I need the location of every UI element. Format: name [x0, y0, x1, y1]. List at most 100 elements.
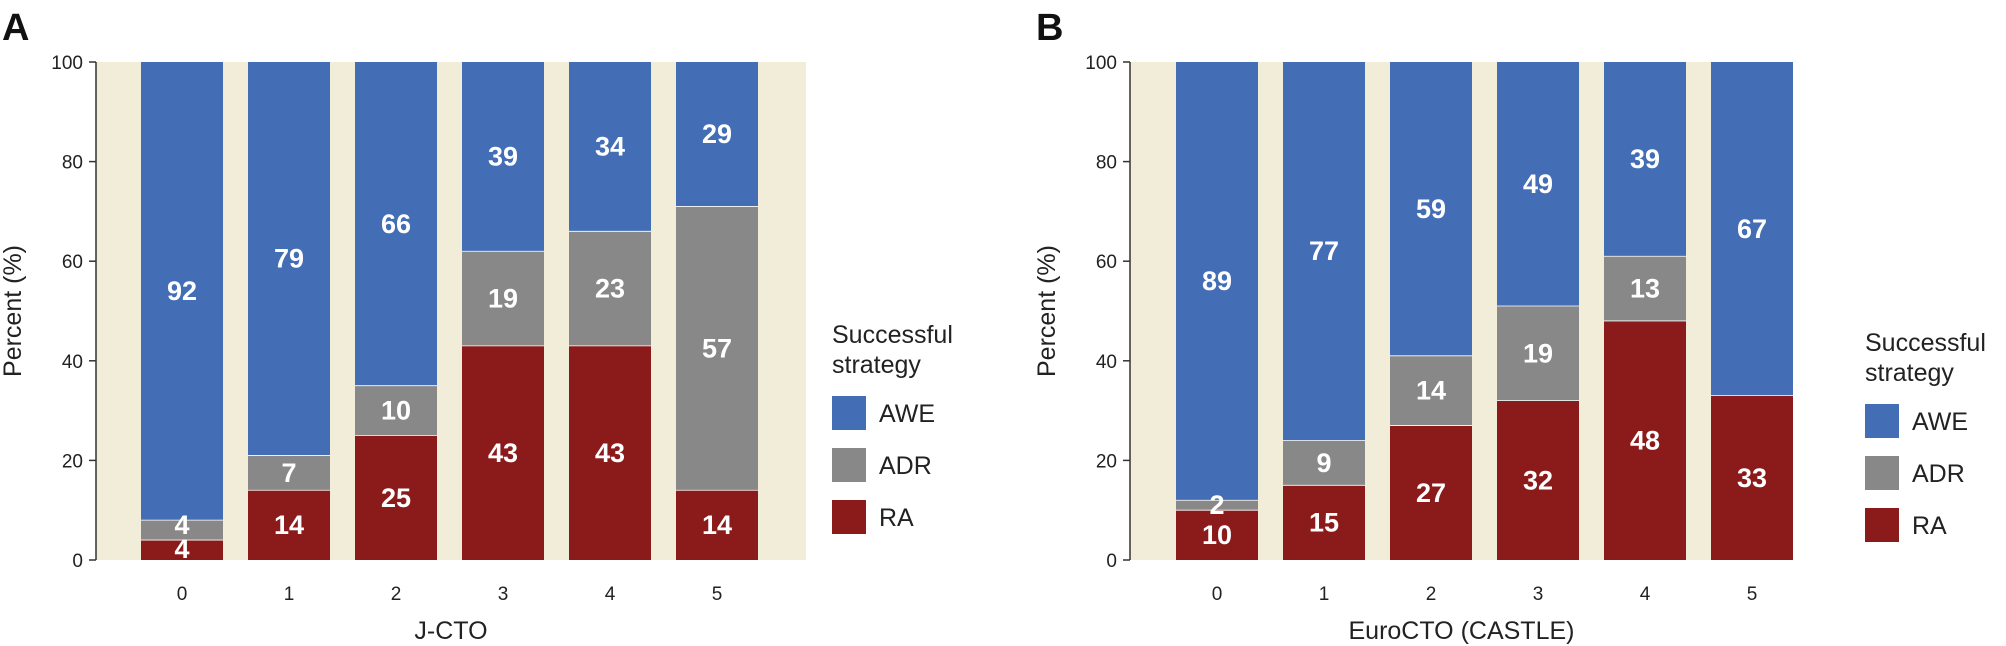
bar-segment-ra — [1604, 320, 1686, 560]
data-label: 14 — [702, 510, 732, 540]
data-label: 10 — [1202, 520, 1232, 550]
data-label: 4 — [174, 510, 189, 540]
data-label: 7 — [281, 458, 296, 488]
data-label: 19 — [1523, 338, 1553, 368]
data-label: 13 — [1630, 274, 1660, 304]
data-label: 59 — [1416, 194, 1446, 224]
data-label: 66 — [381, 209, 411, 239]
x-axis-label: EuroCTO (CASTLE) — [1349, 617, 1575, 645]
y-tick-label: 100 — [51, 53, 83, 74]
bar-segment-ra — [1497, 400, 1579, 560]
y-tick-label: 80 — [1096, 153, 1117, 174]
data-label: 2 — [1209, 490, 1224, 520]
legend-swatch-adr — [832, 448, 866, 482]
y-tick-label: 60 — [62, 252, 83, 273]
data-label: 10 — [381, 396, 411, 426]
bar-segment-adr — [676, 206, 758, 491]
data-label: 89 — [1202, 266, 1232, 296]
bar-segment-awe — [1604, 62, 1686, 257]
bar-segment-awe — [1176, 62, 1258, 501]
data-label: 57 — [702, 333, 732, 363]
bar-segment-adr — [1283, 440, 1365, 486]
x-tick-label: 1 — [1319, 584, 1330, 605]
data-label: 48 — [1630, 425, 1660, 455]
legend-title: strategy — [1865, 359, 1954, 387]
bar-segment-ra — [1711, 395, 1793, 560]
x-tick-label: 1 — [284, 584, 295, 605]
bar-segment-adr — [1604, 256, 1686, 321]
legend-swatch-ra — [1865, 508, 1899, 542]
x-tick-label: 5 — [712, 584, 723, 605]
legend-title: Successful — [1865, 329, 1986, 357]
legend-label-awe: AWE — [879, 400, 935, 428]
data-label: 77 — [1309, 236, 1339, 266]
data-label: 25 — [381, 483, 411, 513]
bar-segment-awe — [355, 62, 437, 386]
legend-swatch-awe — [832, 396, 866, 430]
data-label: 15 — [1309, 508, 1339, 538]
data-label: 4 — [174, 534, 189, 564]
data-label: 29 — [702, 119, 732, 149]
data-label: 43 — [488, 438, 518, 468]
data-label: 23 — [595, 274, 625, 304]
y-tick-label: 0 — [1106, 551, 1117, 572]
data-label: 49 — [1523, 169, 1553, 199]
bar-segment-awe — [1390, 62, 1472, 356]
data-label: 34 — [595, 132, 625, 162]
legend-title: strategy — [832, 351, 921, 379]
legend-label-adr: ADR — [879, 452, 932, 480]
y-tick-label: 60 — [1096, 252, 1117, 273]
x-tick-label: 3 — [498, 584, 509, 605]
x-tick-label: 3 — [1533, 584, 1544, 605]
bar-segment-ra — [141, 540, 223, 560]
bar-segment-ra — [355, 435, 437, 560]
data-label: 39 — [488, 142, 518, 172]
y-axis-label: Percent (%) — [1033, 245, 1061, 377]
bar-segment-awe — [248, 62, 330, 456]
bar-segment-adr — [1390, 355, 1472, 426]
legend-label-awe: AWE — [1912, 408, 1968, 436]
bar-segment-awe — [1283, 62, 1365, 441]
bar-segment-awe — [1711, 62, 1793, 396]
bar-segment-awe — [569, 62, 651, 232]
data-label: 79 — [274, 244, 304, 274]
x-tick-label: 2 — [1426, 584, 1437, 605]
x-tick-label: 0 — [1212, 584, 1223, 605]
legend-swatch-adr — [1865, 456, 1899, 490]
y-tick-label: 20 — [62, 451, 83, 472]
legend-swatch-ra — [832, 500, 866, 534]
panel-label: B — [1036, 7, 1063, 49]
y-axis-label: Percent (%) — [0, 245, 27, 377]
x-tick-label: 2 — [391, 584, 402, 605]
data-label: 39 — [1630, 144, 1660, 174]
legend-label-ra: RA — [1912, 512, 1947, 540]
bar-segment-adr — [141, 520, 223, 541]
data-label: 19 — [488, 284, 518, 314]
bar-segment-awe — [676, 62, 758, 207]
data-label: 67 — [1737, 214, 1767, 244]
bar-segment-ra — [1283, 485, 1365, 560]
bar-segment-ra — [462, 345, 544, 560]
x-axis-label: J-CTO — [414, 617, 487, 645]
bar-segment-adr — [462, 251, 544, 346]
bar-segment-awe — [141, 62, 223, 521]
x-tick-label: 0 — [177, 584, 188, 605]
legend-swatch-awe — [1865, 404, 1899, 438]
bar-segment-adr — [1497, 306, 1579, 401]
data-label: 9 — [1316, 448, 1331, 478]
bar-segment-adr — [1176, 500, 1258, 511]
bar-segment-ra — [248, 490, 330, 560]
bar-segment-adr — [569, 231, 651, 346]
y-tick-label: 20 — [1096, 451, 1117, 472]
bar-segment-awe — [462, 62, 544, 252]
bar-segment-adr — [355, 385, 437, 436]
bar-segment-ra — [569, 345, 651, 560]
legend-label-ra: RA — [879, 504, 914, 532]
data-label: 27 — [1416, 478, 1446, 508]
bar-segment-adr — [248, 455, 330, 491]
x-tick-label: 4 — [605, 584, 616, 605]
